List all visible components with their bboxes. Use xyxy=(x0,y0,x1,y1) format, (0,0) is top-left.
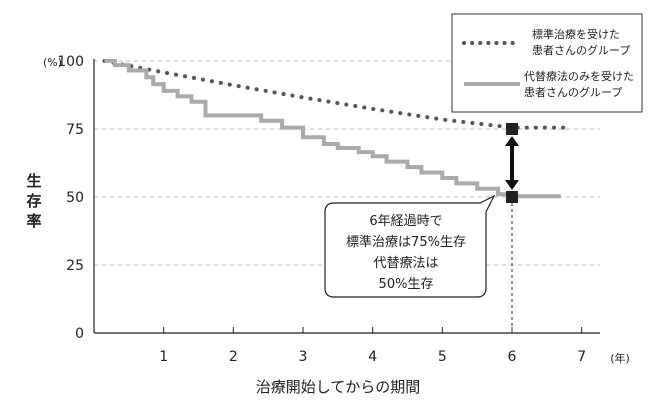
y-tick-label: 50 xyxy=(66,190,84,206)
legend-box xyxy=(451,13,643,113)
x-tick-label: 6 xyxy=(508,349,517,365)
x-tick-label: 2 xyxy=(229,349,238,365)
x-tick-label: 1 xyxy=(159,349,168,365)
annotation-box xyxy=(324,194,496,298)
legend-label-alternative-line1: 代替療法のみを受けた xyxy=(524,69,634,83)
axis-layer: 0 25 50 75 100 1 2 3 4 5 6 7 xyxy=(57,54,600,365)
difference-arrow-head-up xyxy=(505,136,519,146)
x-tick-label: 5 xyxy=(438,349,447,365)
marker-layer xyxy=(505,123,519,333)
legend: 標準治療を受けた 患者さんのグループ 代替療法のみを受けた 患者さんのグループ xyxy=(451,13,643,113)
y-tick-label: 100 xyxy=(57,54,84,70)
series-standard-line xyxy=(102,59,570,130)
y-tick-label: 0 xyxy=(75,326,84,342)
marker-square xyxy=(506,123,518,135)
x-tick-label: 3 xyxy=(299,349,308,365)
x-axis-unit: (年) xyxy=(610,351,630,365)
series-alternative-line xyxy=(104,59,561,199)
x-tick-label: 4 xyxy=(368,349,377,365)
annotation-line-2: 標準治療は75%生存 xyxy=(346,234,466,250)
annotation-line-1: 6年経過時で xyxy=(369,214,442,229)
marker-square xyxy=(506,191,518,203)
y-axis-label-char: 存 xyxy=(26,192,41,210)
annotation-line-4: 50%生存 xyxy=(379,277,434,292)
difference-arrow-head-down xyxy=(505,180,519,190)
y-axis-label-char: 率 xyxy=(26,212,41,230)
x-tick-label: 7 xyxy=(577,349,586,365)
legend-label-alternative-line2: 患者さんのグループ xyxy=(524,85,622,99)
series-layer xyxy=(102,59,570,199)
legend-label-standard-line1: 標準治療を受けた xyxy=(532,27,620,41)
y-axis-label-char: 生 xyxy=(26,172,41,190)
y-tick-label: 75 xyxy=(66,122,84,138)
y-axis-unit: (%) xyxy=(43,56,62,69)
x-axis-label: 治療開始してからの期間 xyxy=(256,378,421,396)
annotation-callout: 6年経過時で 標準治療は75%生存 代替療法は 50%生存 xyxy=(324,194,496,298)
legend-label-standard-line2: 患者さんのグループ xyxy=(532,43,630,57)
y-axis-label: 生存率 xyxy=(26,172,41,230)
y-tick-label: 25 xyxy=(66,258,84,274)
annotation-line-3: 代替療法は xyxy=(373,256,438,271)
